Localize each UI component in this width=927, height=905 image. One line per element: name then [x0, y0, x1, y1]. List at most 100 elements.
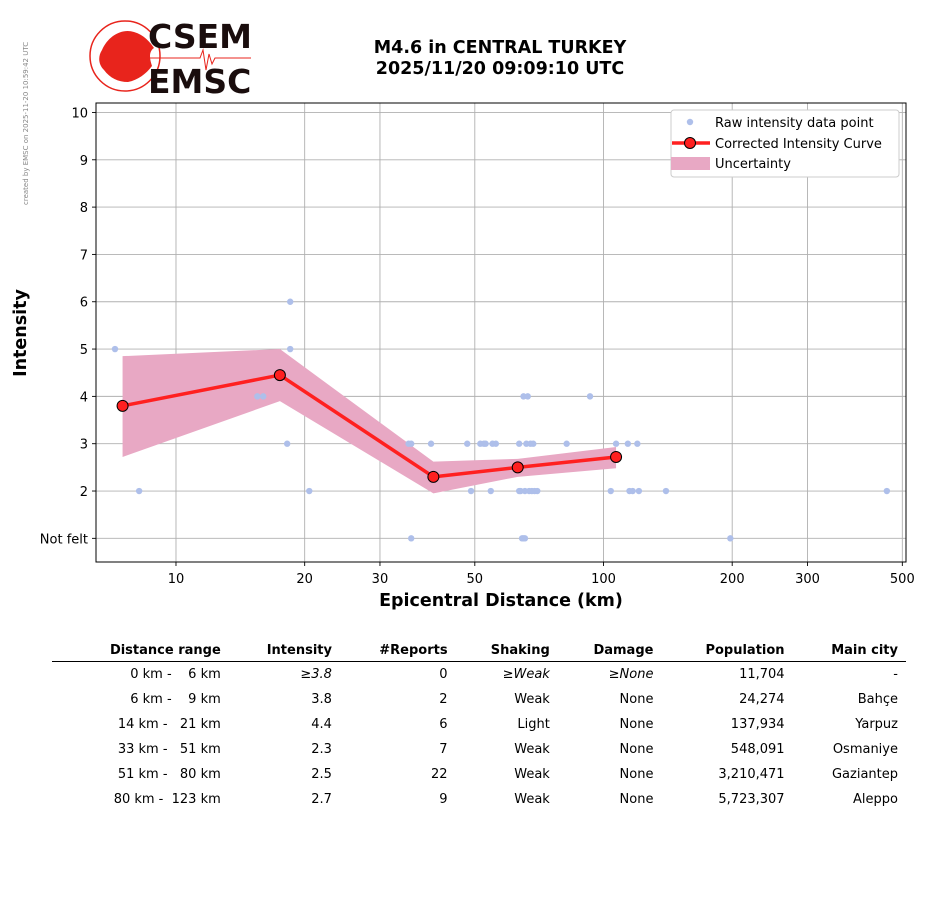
raw-data-point — [135, 487, 143, 495]
x-tick-label: 20 — [296, 572, 313, 587]
table-cell-shaking: Weak — [514, 767, 550, 782]
table-cell-population: 5,723,307 — [718, 792, 785, 807]
x-tick-label: 300 — [795, 572, 820, 587]
legend-raw-marker — [686, 118, 694, 126]
table-cell-range: 6 km - 9 km — [130, 692, 221, 707]
table-row: 0 km - 6 km ≥3.8 0 ≥Weak ≥None 11,704 - — [52, 662, 906, 688]
raw-data-point — [464, 440, 471, 447]
table-cell-intensity: 3.8 — [311, 692, 332, 707]
emsc-logo: CSEM EMSC — [89, 18, 252, 98]
table-header-cell: Damage — [557, 641, 662, 662]
table-cell-population: 548,091 — [730, 742, 785, 757]
x-tick-label: 50 — [467, 572, 484, 587]
raw-data-point — [534, 487, 541, 495]
raw-data-point — [287, 298, 294, 305]
raw-points-layer — [111, 298, 891, 542]
logo-text-csem: CSEM — [148, 18, 252, 56]
table-cell-intensity: 2.5 — [311, 767, 332, 782]
raw-data-point — [521, 535, 529, 542]
raw-data-point — [530, 440, 537, 447]
raw-data-point — [524, 393, 531, 400]
table-row: 80 km - 123 km 2.7 9 Weak None 5,723,307 Alepp… — [52, 787, 906, 812]
table-row: 33 km - 51 km 2.3 7 Weak None 548,091 Osmaniye — [52, 737, 906, 762]
table-header-cell: #Reports — [339, 641, 456, 662]
y-tick-label: 6 — [80, 296, 88, 311]
raw-data-point — [635, 487, 643, 495]
raw-data-point — [607, 487, 614, 495]
x-axis-ticks: 10 20 30 50 100 200 300 500 — [168, 562, 915, 587]
table-row: 6 km - 9 km 3.8 2 Weak None 24,274 Bahçe — [52, 687, 906, 712]
y-tick-label: 9 — [80, 154, 88, 169]
y-tick-label: 3 — [80, 438, 88, 453]
table-cell-reports: 6 — [439, 717, 448, 732]
intensity-chart: 10 20 30 50 100 200 300 500 Not felt 2 3 4 5 6 7 8 9 10 … — [11, 102, 915, 611]
raw-data-point — [634, 440, 641, 447]
raw-data-point — [306, 487, 313, 495]
table-cell-damage: None — [619, 792, 654, 807]
table-cell-reports: 22 — [431, 767, 448, 782]
chart-title: M4.6 in CENTRAL TURKEY 2025/11/20 09:09:… — [300, 38, 700, 80]
uncertainty-band — [122, 349, 617, 494]
y-tick-label: 10 — [71, 106, 88, 121]
table-cell-intensity: 2.3 — [311, 742, 332, 757]
raw-data-point — [563, 440, 570, 447]
table-row: 14 km - 21 km 4.4 6 Light None 137,934 Yarpuz — [52, 712, 906, 737]
table-header-cell: Shaking — [455, 641, 558, 662]
raw-data-point — [492, 440, 500, 447]
table-cell-population: 137,934 — [730, 717, 785, 732]
table-cell-intensity: 4.4 — [311, 717, 332, 732]
table-cell-range: 0 km - 6 km — [130, 667, 221, 682]
curve-layer — [116, 369, 623, 483]
raw-data-point — [427, 440, 435, 447]
y-tick-label: 8 — [80, 201, 88, 216]
raw-data-point — [287, 345, 294, 353]
table-header-cell: Intensity — [228, 641, 340, 662]
raw-data-point — [586, 393, 594, 400]
table-cell-population: 24,274 — [739, 692, 785, 707]
table-cell-range: 80 km - 123 km — [113, 792, 221, 807]
table-header-cell: Main city — [792, 641, 906, 662]
y-axis-ticks: Not felt 2 3 4 5 6 7 8 9 10 — [40, 106, 96, 547]
raw-data-point — [624, 440, 632, 447]
raw-data-point — [254, 393, 261, 400]
logo-text-emsc: EMSC — [148, 62, 251, 98]
table-cell-range: 14 km - 21 km — [117, 717, 221, 732]
raw-data-point — [487, 487, 495, 495]
table-cell-damage: None — [619, 767, 654, 782]
legend-curve-label: Corrected Intensity Curve — [715, 137, 882, 152]
logo-globe-shape — [99, 30, 154, 82]
y-tick-label: 4 — [80, 390, 88, 405]
x-axis-label: Epicentral Distance (km) — [379, 591, 623, 611]
legend-curve-marker — [684, 137, 696, 149]
raw-data-point — [662, 487, 670, 495]
legend-uncertainty-label: Uncertainty — [715, 157, 791, 172]
table-cell-city: Osmaniye — [832, 742, 898, 757]
raw-data-point — [515, 440, 523, 447]
table-cell-reports: 0 — [439, 667, 448, 682]
y-axis-label: Intensity — [11, 288, 31, 376]
x-tick-label: 200 — [720, 572, 745, 587]
y-tick-label: 2 — [80, 485, 88, 500]
legend-uncertainty-swatch — [671, 157, 710, 170]
legend: Raw intensity data point Corrected Inten… — [670, 109, 900, 178]
curve-point — [116, 399, 129, 412]
raw-data-point — [612, 440, 620, 447]
table-cell-damage: ≥None — [608, 667, 654, 682]
intensity-summary-table: Distance range Intensity #Reports Shaking Da… — [52, 641, 906, 812]
table-cell-population: 11,704 — [739, 667, 785, 682]
curve-point — [273, 369, 286, 382]
table-cell-range: 33 km - 51 km — [117, 742, 221, 757]
curve-point — [610, 450, 623, 463]
table-cell-damage: None — [619, 742, 654, 757]
y-tick-label: Not felt — [40, 532, 88, 547]
y-tick-label: 7 — [80, 248, 88, 263]
table-cell-shaking: Light — [517, 717, 550, 732]
legend-box — [670, 109, 900, 178]
table-header-row: Distance range Intensity #Reports Shaking Da… — [52, 641, 906, 662]
table-cell-city: Aleppo — [853, 792, 898, 807]
legend-raw-label: Raw intensity data point — [715, 116, 874, 131]
table-cell-population: 3,210,471 — [718, 767, 785, 782]
table-cell-city: Bahçe — [857, 692, 898, 707]
table-row: 51 km - 80 km 2.5 22 Weak None 3,210,471 Gazia… — [52, 762, 906, 787]
curve-point — [427, 470, 440, 483]
